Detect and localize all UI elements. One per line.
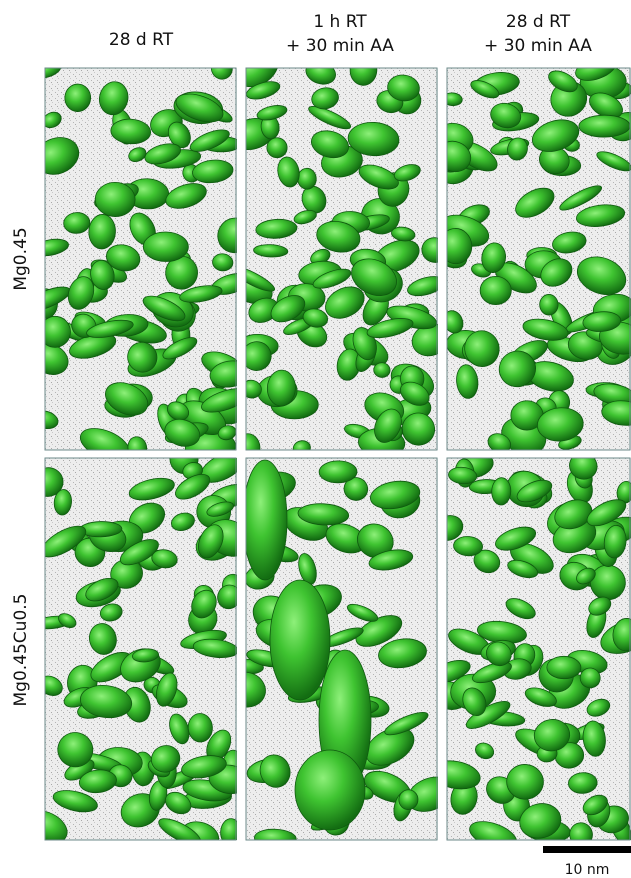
precipitate — [319, 461, 357, 483]
figure: 28 d RT 1 h RT + 30 min AA 28 d RT + 30 min … — [0, 0, 631, 878]
precipitate — [95, 182, 135, 217]
panel — [21, 54, 258, 467]
precipitate — [143, 232, 188, 262]
column-header: + 30 min AA — [286, 36, 394, 56]
row-label: Mg0.45Cu0.5 — [11, 594, 31, 707]
row-label: Mg0.45 — [11, 227, 31, 290]
scale-bar — [543, 846, 631, 853]
precipitate — [295, 750, 365, 830]
precipitate — [547, 656, 581, 679]
precipitate — [579, 115, 630, 137]
panel — [223, 458, 459, 848]
column-header: + 30 min AA — [484, 36, 592, 56]
precipitate — [480, 276, 511, 304]
precipitate — [539, 294, 558, 315]
panel — [428, 449, 631, 855]
column-header: 28 d RT — [506, 12, 571, 32]
column-header: 28 d RT — [109, 30, 174, 50]
panel — [225, 43, 454, 462]
precipitate — [270, 580, 330, 700]
precipitate — [243, 460, 287, 580]
scale-bar-label: 10 nm — [565, 862, 610, 878]
column-header: 1 h RT — [313, 12, 367, 32]
panel — [20, 443, 257, 853]
panel — [432, 51, 631, 461]
